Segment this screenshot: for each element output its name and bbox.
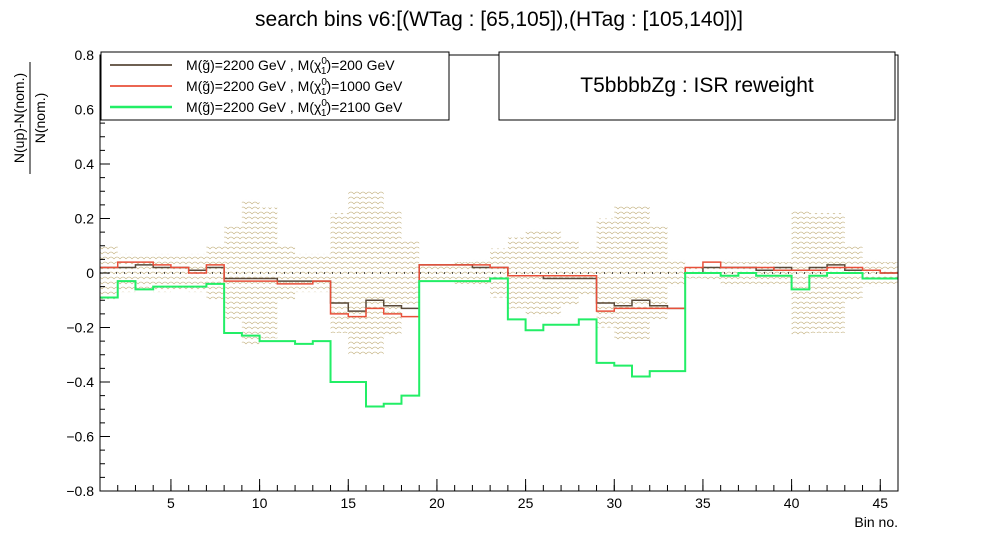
y-tick-label: 0: [86, 265, 94, 281]
y-axis-label-denominator: N(nom.): [32, 93, 48, 144]
legend-items: M(g̃)=2200 GeV , M(χ0 1)=200 GeVM(g̃)=220…: [110, 56, 403, 119]
y-axis-label: N(up)-N(nom.) N(nom.): [11, 62, 48, 174]
uncertainty-band-bin: [383, 210, 402, 336]
annotation-box: T5bbbbZg : ISR reweight: [498, 51, 896, 121]
y-tick-label: 0.4: [75, 156, 95, 172]
series-line-3: [100, 272, 898, 408]
uncertainty-band-bin: [241, 199, 260, 347]
x-tick-label: 25: [518, 495, 534, 511]
uncertainty-band-bin: [153, 253, 171, 293]
x-tick-label: 5: [167, 495, 175, 511]
uncertainty-band-bin: [436, 264, 455, 282]
chart-title: search bins v6:[(WTag : [65,105]),(HTag …: [255, 8, 743, 31]
annotation-text: T5bbbbZg : ISR reweight: [580, 74, 814, 97]
uncertainty-band-bin: [596, 218, 615, 328]
series-line-2: [100, 261, 898, 318]
x-tick-label: 20: [429, 495, 445, 511]
uncertainty-band-bin: [312, 253, 331, 293]
uncertainty-band-bin: [401, 240, 420, 306]
y-tick-label: −0.8: [66, 483, 94, 499]
uncertainty-band: [100, 191, 898, 355]
uncertainty-band-bin: [330, 213, 349, 333]
y-tick-label: −0.4: [66, 374, 94, 390]
uncertainty-band-bin: [295, 253, 313, 293]
uncertainty-band-bin: [277, 245, 296, 301]
uncertainty-band-bin: [224, 226, 242, 320]
annotation-frame: [498, 51, 896, 121]
uncertainty-band-bin: [649, 226, 668, 320]
x-axis-label: Bin no.: [854, 514, 898, 530]
uncertainty-band-bin: [578, 251, 597, 295]
legend-entry-label: M(g̃)=2200 GeV , M(χ0 1)=200 GeV: [186, 56, 395, 77]
uncertainty-band-bin: [614, 204, 632, 342]
uncertainty-band-bin: [206, 245, 225, 301]
y-tick-label: −0.2: [66, 320, 94, 336]
uncertainty-band-bin: [791, 210, 810, 336]
uncertainty-band-bin: [348, 191, 366, 355]
legend-entry-label: M(g̃)=2200 GeV , M(χ0 1)=1000 GeV: [186, 77, 403, 98]
uncertainty-band-bin: [543, 229, 562, 317]
y-tick-label: 0.6: [75, 102, 95, 118]
uncertainty-band-bin: [366, 191, 384, 355]
y-tick-label: 0.2: [75, 211, 95, 227]
uncertainty-band-bin: [454, 262, 473, 284]
uncertainty-band-bin: [472, 259, 491, 287]
x-tick-label: 10: [252, 495, 268, 511]
uncertainty-band-bin: [561, 240, 579, 306]
y-axis-label-numerator: N(up)-N(nom.): [11, 73, 27, 163]
y-axis: −0.8 −0.6 −0.4 −0.2 0 0.2 0.4 0.6 0.8: [66, 47, 110, 499]
y-tick-label: 0.8: [75, 47, 95, 63]
uncertainty-band-bin: [490, 248, 508, 298]
uncertainty-band-bin: [170, 256, 189, 290]
legend: M(g̃)=2200 GeV , M(χ0 1)=200 GeVM(g̃)=220…: [100, 51, 450, 121]
uncertainty-band-bin: [117, 253, 136, 293]
uncertainty-band-bin: [632, 204, 650, 342]
uncertainty-band-bin: [720, 259, 739, 287]
x-axis: 5 10 15 20 25 30 35 40 45: [99, 479, 899, 511]
x-tick-label: 15: [340, 495, 356, 511]
y-tick-label: −0.6: [66, 429, 94, 445]
x-tick-label: 40: [784, 495, 800, 511]
x-tick-label: 30: [606, 495, 622, 511]
uncertainty-band-bin: [809, 213, 828, 333]
legend-entry-label: M(g̃)=2200 GeV , M(χ0 1)=2100 GeV: [186, 98, 403, 119]
series-layer: [100, 261, 898, 408]
x-tick-label: 35: [695, 495, 711, 511]
uncertainty-band-bin: [525, 229, 544, 317]
uncertainty-band-bin: [862, 259, 881, 287]
x-tick-label: 45: [872, 495, 888, 511]
